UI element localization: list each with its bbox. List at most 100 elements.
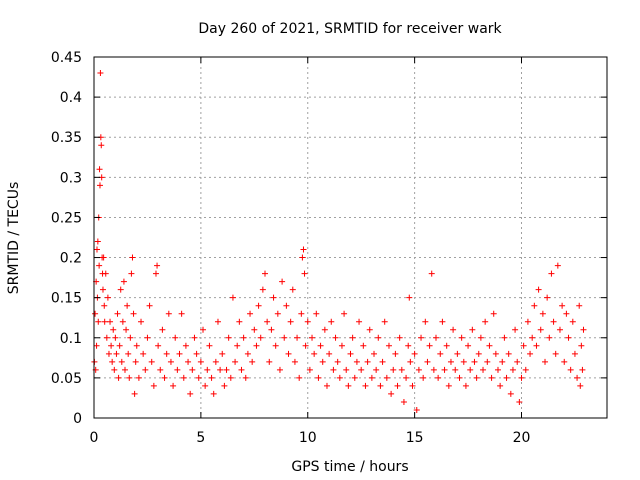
data-point bbox=[360, 342, 367, 349]
data-point bbox=[298, 310, 305, 317]
data-point bbox=[552, 350, 559, 357]
data-point bbox=[208, 374, 215, 381]
data-point bbox=[197, 358, 204, 365]
data-point bbox=[439, 318, 446, 325]
data-point bbox=[129, 254, 136, 261]
data-point bbox=[249, 358, 256, 365]
data-point bbox=[104, 294, 111, 301]
data-point bbox=[577, 382, 584, 389]
data-point bbox=[556, 326, 563, 333]
data-point bbox=[452, 366, 459, 373]
data-point bbox=[148, 358, 155, 365]
data-point bbox=[200, 326, 207, 333]
data-point bbox=[437, 350, 444, 357]
data-point bbox=[128, 270, 135, 277]
data-point bbox=[132, 358, 139, 365]
data-point bbox=[362, 382, 369, 389]
data-point bbox=[576, 302, 583, 309]
data-point bbox=[289, 286, 296, 293]
data-point bbox=[172, 334, 179, 341]
data-point bbox=[206, 342, 213, 349]
data-point bbox=[133, 342, 140, 349]
data-point bbox=[430, 366, 437, 373]
data-point bbox=[544, 294, 551, 301]
data-point bbox=[126, 374, 133, 381]
data-point bbox=[138, 318, 145, 325]
data-point bbox=[306, 366, 313, 373]
data-point bbox=[102, 270, 109, 277]
data-point bbox=[100, 254, 107, 261]
data-point bbox=[202, 382, 209, 389]
data-point bbox=[460, 358, 467, 365]
data-point bbox=[152, 270, 159, 277]
data-point bbox=[130, 310, 137, 317]
data-point bbox=[516, 398, 523, 405]
data-point bbox=[390, 366, 397, 373]
data-point bbox=[285, 350, 292, 357]
data-point bbox=[302, 342, 309, 349]
data-point bbox=[447, 358, 454, 365]
data-point bbox=[323, 382, 330, 389]
data-point bbox=[579, 366, 586, 373]
data-point bbox=[247, 310, 254, 317]
data-point bbox=[477, 334, 484, 341]
data-point bbox=[398, 366, 405, 373]
data-point bbox=[262, 270, 268, 277]
data-point bbox=[157, 366, 164, 373]
data-point bbox=[214, 318, 221, 325]
data-point bbox=[146, 302, 153, 309]
data-point bbox=[509, 366, 516, 373]
data-point bbox=[287, 318, 294, 325]
data-point bbox=[185, 358, 192, 365]
data-point bbox=[514, 358, 521, 365]
data-point bbox=[418, 334, 425, 341]
data-point bbox=[118, 358, 125, 365]
data-points bbox=[91, 70, 587, 413]
data-point bbox=[101, 318, 108, 325]
data-point bbox=[242, 374, 249, 381]
y-tick-label: 0.1 bbox=[60, 331, 82, 347]
data-point bbox=[529, 334, 536, 341]
data-point bbox=[161, 374, 168, 381]
data-point bbox=[240, 334, 247, 341]
data-point bbox=[571, 350, 578, 357]
data-point bbox=[296, 374, 303, 381]
data-point bbox=[353, 358, 360, 365]
data-point bbox=[542, 358, 549, 365]
data-point bbox=[264, 318, 271, 325]
data-point bbox=[405, 342, 412, 349]
data-point bbox=[445, 382, 452, 389]
data-point bbox=[112, 334, 119, 341]
data-point bbox=[473, 374, 480, 381]
data-point bbox=[400, 398, 407, 405]
data-point bbox=[176, 350, 183, 357]
data-point bbox=[95, 318, 102, 325]
data-point bbox=[210, 390, 217, 397]
data-point bbox=[580, 326, 587, 333]
data-point bbox=[373, 366, 380, 373]
data-point bbox=[503, 374, 510, 381]
data-point bbox=[121, 366, 128, 373]
data-point bbox=[345, 382, 352, 389]
x-tick-label: 0 bbox=[90, 430, 99, 446]
data-point bbox=[165, 310, 172, 317]
data-point bbox=[259, 286, 266, 293]
data-point bbox=[435, 374, 442, 381]
data-point bbox=[191, 334, 198, 341]
data-point bbox=[131, 390, 138, 397]
data-point bbox=[135, 374, 142, 381]
data-point bbox=[94, 238, 101, 245]
data-point bbox=[413, 406, 420, 413]
data-point bbox=[537, 326, 544, 333]
data-point bbox=[574, 374, 581, 381]
data-point bbox=[336, 374, 343, 381]
y-tick-label: 0.3 bbox=[60, 170, 82, 186]
data-point bbox=[255, 302, 262, 309]
data-point bbox=[257, 334, 264, 341]
data-point bbox=[115, 374, 122, 381]
data-point bbox=[204, 366, 211, 373]
data-point bbox=[505, 350, 512, 357]
data-point bbox=[426, 342, 433, 349]
data-point bbox=[381, 318, 388, 325]
data-point bbox=[92, 310, 99, 317]
